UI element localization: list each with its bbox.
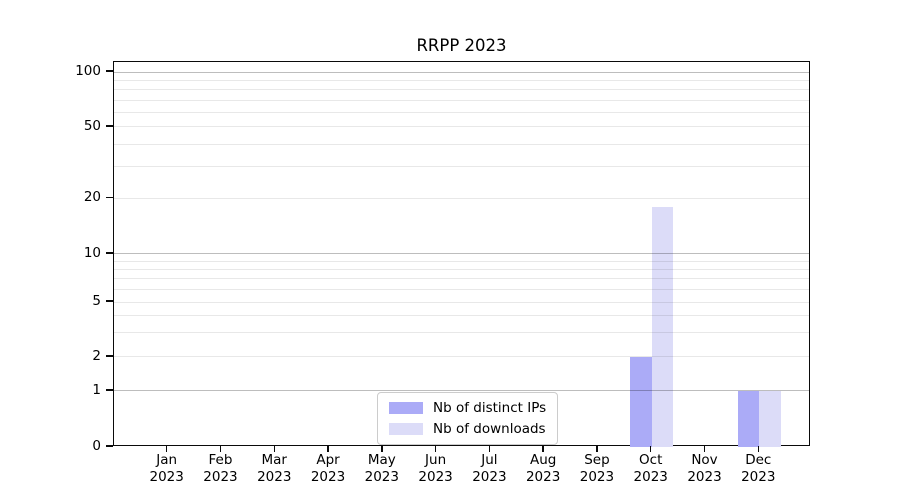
x-tick-mark (703, 446, 706, 452)
gridline-100 (114, 71, 809, 73)
gridline-10 (114, 253, 809, 255)
y-tick-label-50: 50 (83, 117, 101, 134)
gridline-80 (114, 89, 809, 91)
x-tick-mark (273, 446, 275, 452)
y-tick-label-20: 20 (83, 189, 101, 206)
chart-title: RRPP 2023 (416, 36, 507, 55)
gridline-2 (114, 356, 809, 358)
legend-label: Nb of downloads (433, 421, 546, 437)
gridline-70 (114, 99, 809, 101)
y-tick-mark (106, 389, 113, 391)
downloads-swatch (389, 423, 423, 435)
gridline-50 (114, 126, 809, 128)
y-tick-label-1: 1 (92, 381, 101, 398)
gridline-60 (114, 112, 809, 114)
legend-item-downloads: Nb of downloads (389, 421, 546, 437)
distinct-ips-swatch (389, 402, 423, 414)
gridline-5 (114, 301, 809, 303)
gridline-20 (114, 197, 809, 199)
y-tick-mark (106, 252, 113, 254)
y-tick-mark (106, 445, 113, 447)
plot-area (113, 61, 810, 447)
y-tick-mark (106, 70, 113, 72)
y-tick-mark (106, 125, 113, 127)
x-tick-label-oct: Oct 2023 (633, 452, 668, 485)
x-tick-mark (166, 446, 168, 452)
y-tick-label-0: 0 (92, 438, 101, 454)
y-tick-label-5: 5 (92, 293, 101, 309)
gridline-9 (114, 260, 809, 262)
bar-distinct-ips-dec (737, 390, 760, 447)
x-tick-label-jul: Jul 2023 (472, 452, 507, 485)
x-tick-label-dec: Dec 2023 (741, 452, 776, 485)
x-tick-label-feb: Feb 2023 (203, 452, 238, 485)
gridline-3 (114, 332, 809, 334)
x-tick-mark (650, 446, 652, 452)
gridline-1 (114, 390, 809, 392)
gridline-4 (114, 314, 809, 316)
x-tick-label-sep: Sep 2023 (579, 452, 615, 485)
y-tick-mark (106, 196, 113, 199)
bars-layer (114, 62, 809, 447)
x-tick-mark (596, 446, 598, 452)
x-tick-label-jun: Jun 2023 (418, 452, 453, 485)
bar-downloads-dec (759, 390, 781, 447)
x-tick-label-jan: Jan 2023 (149, 452, 184, 485)
bar-distinct-ips-oct (630, 356, 652, 447)
legend-label: Nb of distinct IPs (433, 400, 547, 416)
x-tick-label-nov: Nov 2023 (687, 452, 722, 485)
gridline-6 (114, 288, 809, 290)
grid-layer (114, 62, 809, 445)
x-tick-label-apr: Apr 2023 (310, 452, 346, 485)
gridline-90 (114, 79, 809, 81)
x-tick-mark (327, 446, 329, 452)
y-tick-mark (106, 300, 113, 302)
x-tick-label-may: May 2023 (364, 452, 399, 485)
gridline-40 (114, 143, 809, 145)
legend: Nb of distinct IPs Nb of downloads (377, 392, 559, 445)
gridline-7 (114, 278, 809, 280)
x-tick-label-aug: Aug 2023 (525, 452, 561, 485)
x-tick-mark (381, 446, 383, 452)
x-tick-label-mar: Mar 2023 (257, 452, 292, 485)
bar-downloads-oct (651, 206, 674, 447)
y-tick-label-2: 2 (92, 347, 101, 364)
legend-item-distinct-ips: Nb of distinct IPs (389, 400, 546, 416)
y-tick-mark (106, 355, 113, 357)
x-tick-mark (434, 446, 437, 452)
y-tick-label-10: 10 (83, 244, 101, 261)
gridline-8 (114, 268, 809, 270)
x-tick-mark (488, 446, 491, 452)
gridline-30 (114, 166, 809, 168)
x-tick-mark (219, 446, 222, 452)
x-tick-mark (757, 446, 759, 452)
y-tick-label-100: 100 (75, 63, 101, 79)
x-tick-mark (542, 446, 544, 452)
